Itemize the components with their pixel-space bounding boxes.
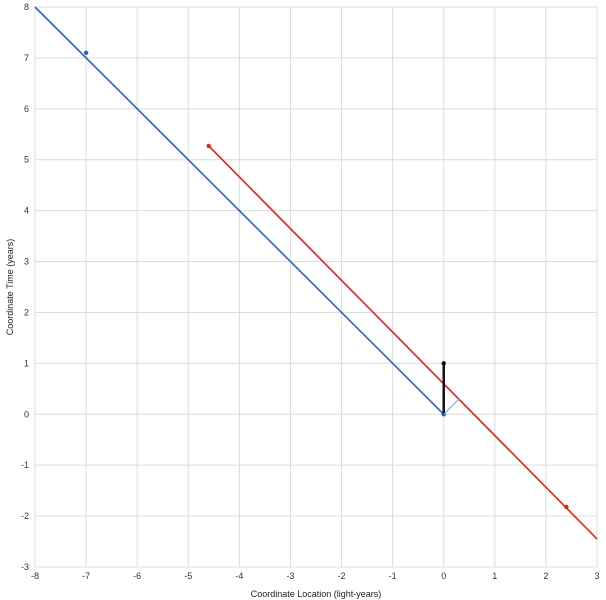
x-tick-label: -6 bbox=[133, 571, 141, 581]
series-line-1 bbox=[34, 6, 445, 415]
y-tick-label: -3 bbox=[21, 562, 29, 572]
y-tick-labels: -3 -2 -1 0 1 2 3 4 5 6 7 8 bbox=[21, 2, 29, 572]
x-tick-label: 3 bbox=[594, 571, 599, 581]
series-point-1 bbox=[83, 50, 89, 56]
x-tick-labels: -8 -7 -6 -5 -4 -3 -2 -1 0 1 2 3 bbox=[31, 571, 600, 581]
y-tick-label: 8 bbox=[24, 2, 29, 12]
y-tick-label: -1 bbox=[21, 460, 29, 470]
x-tick-label: -2 bbox=[338, 571, 346, 581]
x-tick-label: -5 bbox=[184, 571, 192, 581]
x-tick-label: -1 bbox=[389, 571, 397, 581]
y-tick-label: 7 bbox=[24, 53, 29, 63]
series-point-3 bbox=[441, 361, 446, 366]
x-tick-label: -3 bbox=[286, 571, 294, 581]
series-line-2 bbox=[208, 145, 598, 540]
grid bbox=[34, 6, 598, 568]
x-tick-label: -7 bbox=[82, 571, 90, 581]
y-tick-label: 6 bbox=[24, 104, 29, 114]
series-point-2 bbox=[564, 504, 569, 510]
y-axis-label: Coordinate Time (years) bbox=[5, 239, 15, 336]
y-tick-label: 5 bbox=[24, 155, 29, 165]
y-tick-label: -2 bbox=[21, 511, 29, 521]
series-lines bbox=[34, 6, 598, 540]
y-tick-label: 1 bbox=[24, 358, 29, 368]
x-tick-label: 1 bbox=[492, 571, 497, 581]
x-tick-label: 2 bbox=[543, 571, 548, 581]
y-tick-label: 2 bbox=[24, 307, 29, 317]
x-axis-label: Coordinate Location (light-years) bbox=[251, 589, 382, 599]
x-tick-label: -4 bbox=[235, 571, 243, 581]
x-tick-label: -8 bbox=[31, 571, 39, 581]
series-point-2 bbox=[206, 143, 211, 149]
x-tick-label: 0 bbox=[441, 571, 446, 581]
series-line-4 bbox=[443, 398, 460, 415]
y-tick-label: 3 bbox=[24, 257, 29, 267]
y-tick-label: 4 bbox=[24, 206, 29, 216]
y-tick-label: 0 bbox=[24, 409, 29, 419]
